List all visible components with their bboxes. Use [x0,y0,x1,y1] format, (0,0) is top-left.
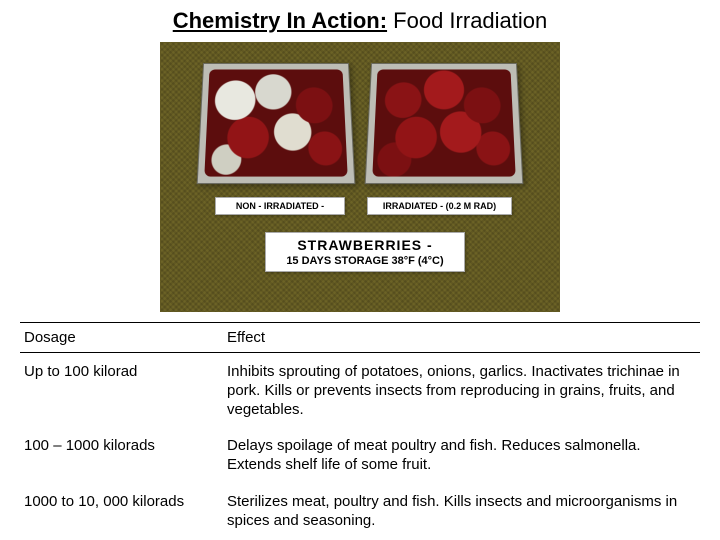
photo-label-left: NON - IRRADIATED - [215,197,345,215]
table-row: 100 – 1000 kilorads Delays spoilage of m… [20,427,700,483]
strawberries-fresh [372,69,515,176]
cell-dosage: 1000 to 10, 000 kilorads [20,483,223,539]
header-dosage: Dosage [20,323,223,353]
cell-effect: Sterilizes meat, poultry and fish. Kills… [223,483,700,539]
title-underlined: Chemistry In Action: [173,8,387,33]
title-rest: Food Irradiation [387,8,547,33]
strawberries-moldy [204,69,347,176]
comparison-photo: NON - IRRADIATED - IRRADIATED - (0.2 M R… [160,42,560,312]
header-effect: Effect [223,323,700,353]
cell-effect: Inhibits sprouting of potatoes, onions, … [223,353,700,428]
photo-label-main-text: STRAWBERRIES - [270,236,460,254]
table-row: Up to 100 kilorad Inhibits sprouting of … [20,353,700,428]
cell-dosage: Up to 100 kilorad [20,353,223,428]
slide-title: Chemistry In Action: Food Irradiation [0,0,720,42]
dosage-effect-table: Dosage Effect Up to 100 kilorad Inhibits… [20,322,700,538]
basket-irradiated [365,63,524,184]
table-row: 1000 to 10, 000 kilorads Sterilizes meat… [20,483,700,539]
photo-label-sub-text: 15 DAYS STORAGE 38°F (4°C) [270,254,460,268]
cell-dosage: 100 – 1000 kilorads [20,427,223,483]
basket-non-irradiated [197,63,356,184]
table-header-row: Dosage Effect [20,323,700,353]
slide-container: Chemistry In Action: Food Irradiation NO… [0,0,720,540]
photo-label-main: STRAWBERRIES - 15 DAYS STORAGE 38°F (4°C… [265,232,465,272]
photo-label-right: IRRADIATED - (0.2 M RAD) [367,197,512,215]
cell-effect: Delays spoilage of meat poultry and fish… [223,427,700,483]
